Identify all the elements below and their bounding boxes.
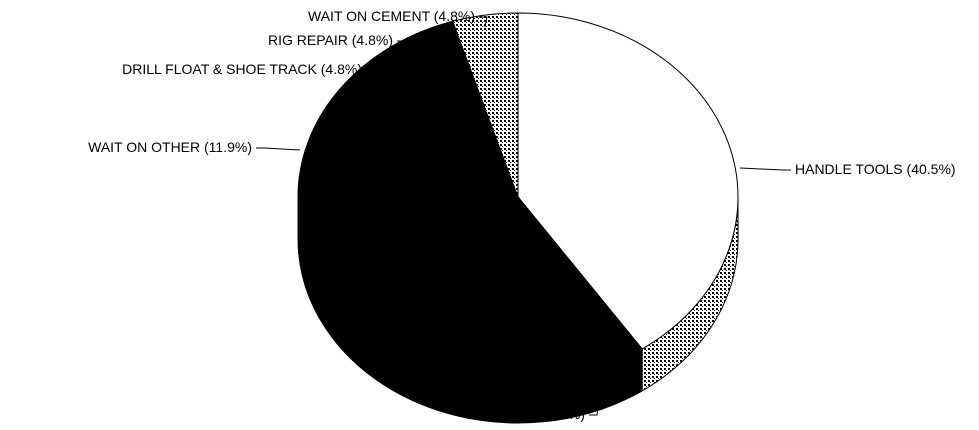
leader-line [366, 69, 381, 81]
pie-slice [298, 196, 643, 382]
value-label: (33.3%) [536, 406, 585, 422]
category-label: LOGGING [467, 406, 532, 422]
slice-label: LOGGING (33.3%) [467, 406, 585, 422]
category-label: DRILL FLOAT & SHOE TRACK [122, 61, 317, 77]
leader-line [256, 147, 301, 151]
value-label: (40.5%) [907, 161, 956, 177]
leader-line [739, 167, 791, 171]
value-label: (4.8%) [352, 32, 393, 48]
category-label: WAIT ON CEMENT [308, 8, 431, 24]
pie-slice [517, 12, 739, 350]
value-label: (4.8%) [434, 8, 475, 24]
category-label: HANDLE TOOLS [795, 161, 903, 177]
category-label: WAIT ON OTHER [88, 139, 200, 155]
value-label: (4.8%) [321, 61, 362, 77]
leader-line [589, 394, 601, 416]
slice-label: WAIT ON OTHER (11.9%) [88, 139, 252, 155]
pie-slice [297, 82, 520, 213]
slice-label: HANDLE TOOLS (40.5%) [795, 161, 956, 177]
leader-line [397, 40, 419, 53]
pie-slice [452, 12, 519, 198]
category-label: RIG REPAIR [268, 32, 348, 48]
slice-label: WAIT ON CEMENT (4.8%) [308, 8, 475, 24]
slice-label: RIG REPAIR (4.8%) [268, 32, 393, 48]
value-label: (11.9%) [204, 139, 252, 155]
leader-line [479, 16, 488, 28]
slice-label: DRILL FLOAT & SHOE TRACK (4.8%) [122, 61, 362, 77]
